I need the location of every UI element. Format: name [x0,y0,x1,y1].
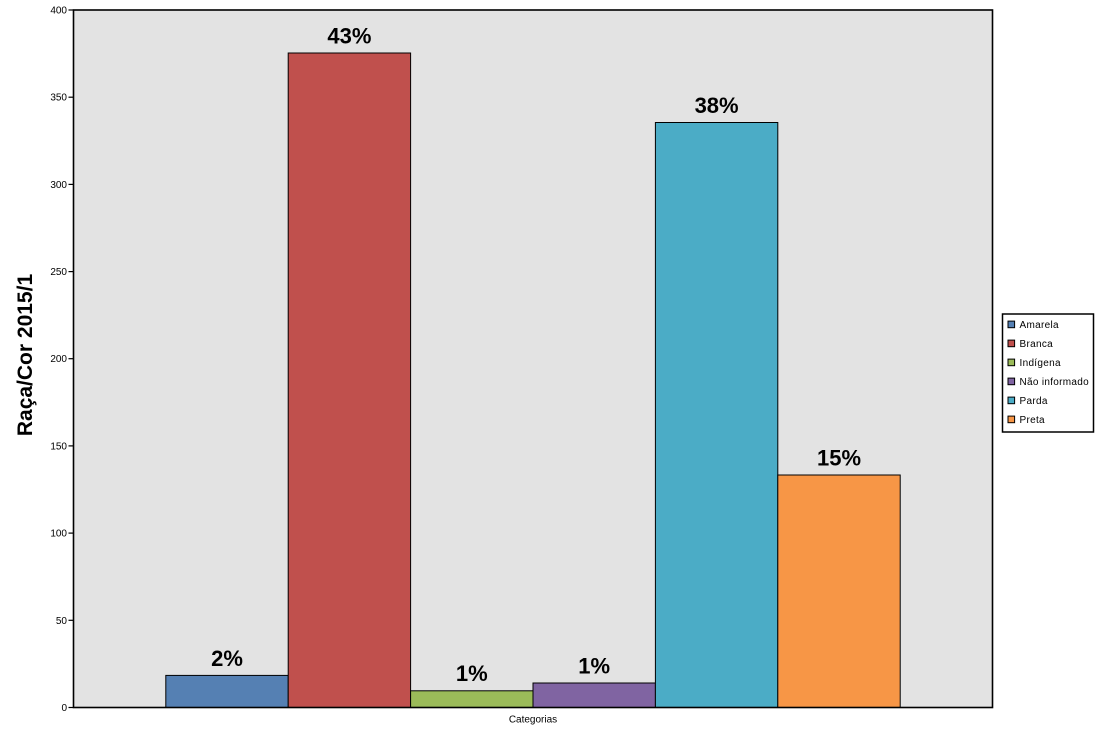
svg-text:0: 0 [61,703,67,714]
svg-text:Indígena: Indígena [1020,358,1061,369]
svg-text:250: 250 [50,267,67,278]
svg-text:150: 150 [50,441,67,452]
svg-text:350: 350 [50,93,67,104]
svg-text:Branca: Branca [1020,339,1054,350]
svg-text:200: 200 [50,354,67,365]
svg-text:Categorias: Categorias [509,715,557,726]
svg-text:15%: 15% [817,446,861,471]
svg-text:Raça/Cor 2015/1: Raça/Cor 2015/1 [14,274,37,437]
svg-text:300: 300 [50,180,67,191]
svg-text:Parda: Parda [1020,396,1048,407]
svg-text:50: 50 [56,616,68,627]
svg-text:1%: 1% [456,661,488,686]
svg-text:400: 400 [50,6,67,17]
svg-text:Não informado: Não informado [1020,377,1090,388]
svg-text:Amarela: Amarela [1020,320,1059,331]
svg-text:2%: 2% [211,646,243,671]
svg-text:43%: 43% [327,24,371,49]
svg-text:Preta: Preta [1020,415,1046,426]
svg-text:38%: 38% [695,93,739,118]
svg-text:1%: 1% [578,654,610,679]
svg-text:100: 100 [50,529,67,540]
